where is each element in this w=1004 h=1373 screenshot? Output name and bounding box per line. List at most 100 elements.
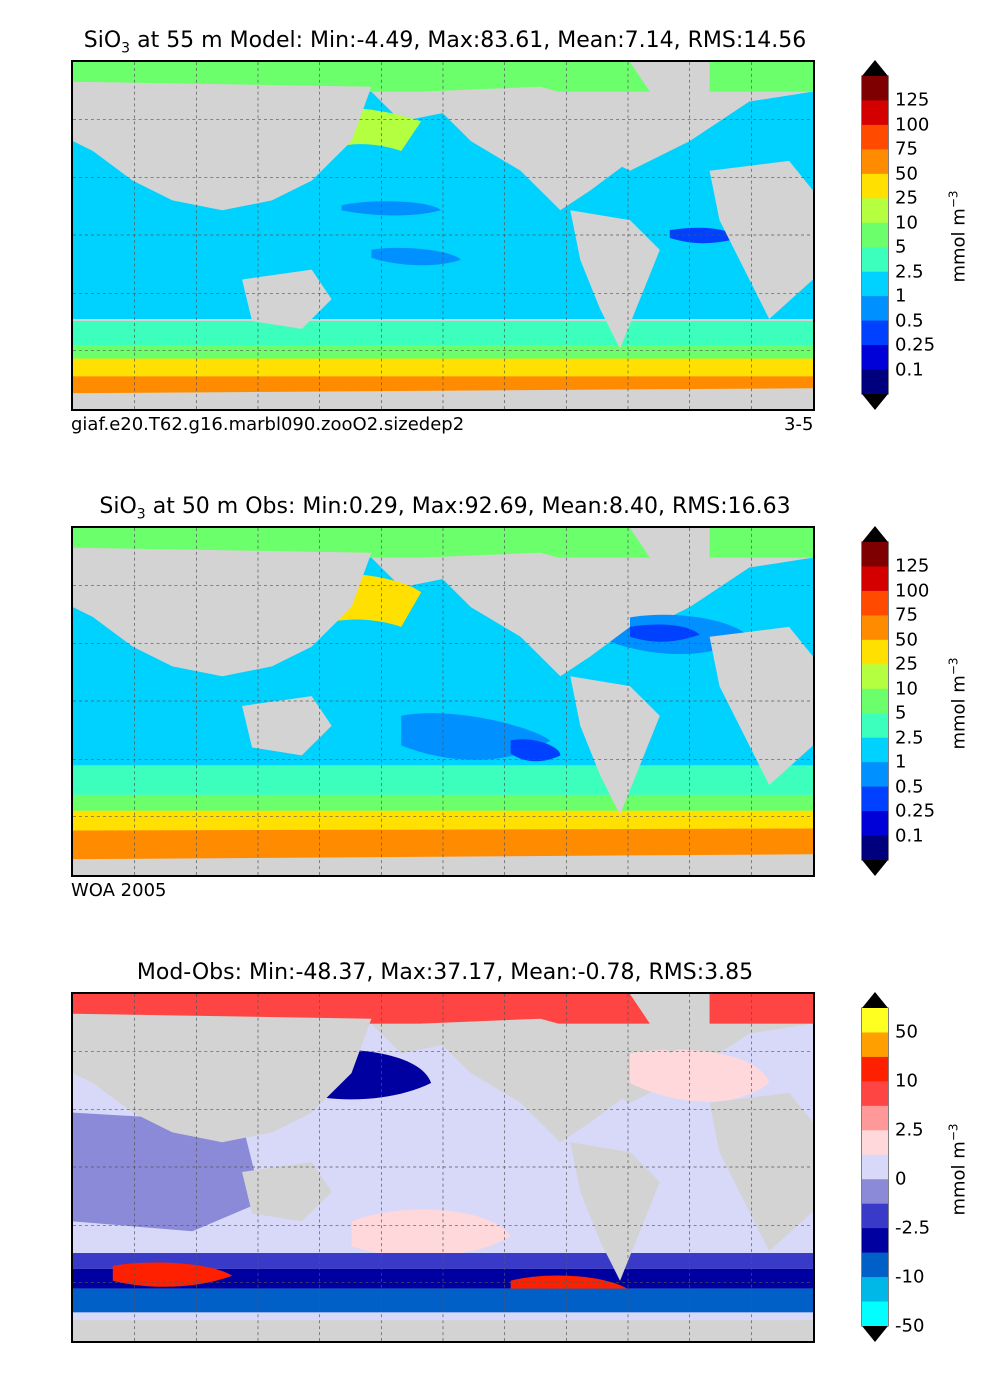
colorbar-diff [860, 990, 890, 1344]
colorbar-swatch [862, 590, 888, 616]
colorbar-model-unit: mmol m−3 [946, 190, 970, 283]
colorbar-obs-swatches [862, 542, 888, 861]
colorbar-swatch [862, 786, 888, 812]
colorbar-swatch [862, 811, 888, 837]
blue-minimum-2 [510, 739, 561, 762]
colorbar-diff-unit: mmol m−3 [946, 1123, 970, 1216]
australia [242, 1162, 332, 1222]
colorbar-tick-label: 1 [895, 285, 907, 307]
colorbar-swatch [862, 1277, 888, 1303]
colorbar-obs-svg [861, 526, 889, 876]
colorbar-tick-label: 5 [895, 236, 907, 258]
colorbar-swatch [862, 198, 888, 224]
colorbar-swatch [862, 271, 888, 297]
colorbar-tick-label: 10 [895, 1070, 918, 1092]
atlantic-positive [629, 1049, 770, 1102]
colorbar-tick-label: -2.5 [895, 1217, 931, 1239]
colorbar-tick-label: 75 [895, 604, 918, 626]
colorbar-swatch [862, 149, 888, 175]
colorbar-tick-label: 50 [895, 629, 918, 651]
panel-2-title: SiO3 at 50 m Obs: Min:0.29, Max:92.69, M… [99, 494, 791, 523]
colorbar-tick-label: 0 [895, 1168, 907, 1190]
eurasia [73, 81, 372, 211]
colorbar-swatch [862, 1105, 888, 1131]
southern-band-3 [73, 1288, 813, 1313]
colorbar-swatch [862, 124, 888, 150]
colorbar-model [860, 58, 890, 412]
colorbar-swatch [862, 688, 888, 714]
colorbar-tick-label: 0.5 [895, 776, 924, 798]
colorbar-swatch [862, 320, 888, 346]
australia [242, 696, 332, 756]
colorbar-swatch [862, 664, 888, 690]
colorbar-swatch [862, 1008, 888, 1033]
colorbar-tick-label: 2.5 [895, 727, 924, 749]
colorbar-swatch [862, 173, 888, 199]
colorbar-swatch [862, 762, 888, 788]
obs-silicate-map [71, 526, 815, 877]
blue-minimum-2 [371, 247, 461, 266]
colorbar-tick-label: 0.5 [895, 310, 924, 332]
africa [709, 1092, 813, 1252]
greenland [629, 994, 710, 1054]
colorbar-model-swatches [862, 76, 888, 395]
colorbar-tick-label: 75 [895, 138, 918, 160]
colorbar-tick-label: 125 [895, 89, 930, 111]
panel-3-title: Mod-Obs: Min:-48.37, Max:37.17, Mean:-0.… [136, 960, 754, 985]
colorbar-tick-label: 100 [895, 580, 930, 602]
southern-band-2 [73, 794, 813, 815]
colorbar-tick-label: 1 [895, 751, 907, 773]
colorbar-tick-label: 25 [895, 187, 918, 209]
africa [709, 626, 813, 786]
north-america [421, 1018, 630, 1143]
colorbar-swatch [862, 296, 888, 322]
colorbar-tick-label: 5 [895, 702, 907, 724]
australia [242, 269, 332, 329]
colorbar-swatch [862, 76, 888, 101]
colorbar-diff-svg [861, 992, 889, 1342]
model-years-label: 3-5 [784, 414, 814, 435]
south-america [570, 676, 660, 815]
southern-positive-1 [112, 1262, 233, 1287]
colorbar-tick-label: 50 [895, 163, 918, 185]
colorbar-tick-label: -50 [895, 1315, 925, 1337]
colorbar-tick-label: 0.25 [895, 334, 936, 356]
colorbar-tick-label: 0.1 [895, 359, 924, 381]
southern-band-3 [73, 358, 813, 381]
colorbar-swatch [862, 1154, 888, 1180]
eurasia [73, 547, 372, 677]
colorbar-swatch [862, 737, 888, 763]
antarctica [73, 1320, 813, 1341]
colorbar-obs [860, 524, 890, 878]
colorbar-obs-unit: mmol m−3 [946, 657, 970, 750]
colorbar-tick-label: 125 [895, 555, 930, 577]
colorbar-model-svg [861, 60, 889, 410]
north-america [421, 86, 630, 211]
colorbar-swatch [862, 1179, 888, 1205]
colorbar-swatch [862, 1301, 888, 1327]
colorbar-swatch [862, 247, 888, 273]
colorbar-tick-label: 10 [895, 678, 918, 700]
colorbar-tick-label: 0.1 [895, 825, 924, 847]
antarctica [73, 854, 813, 875]
africa [709, 160, 813, 320]
north-america [421, 552, 630, 677]
blue-minimum-3 [669, 227, 740, 244]
colorbar-tick-label: 50 [895, 1021, 918, 1043]
model-run-label: giaf.e20.T62.g16.marbl090.zooO2.sizedep2 [71, 414, 465, 435]
colorbar-swatch [862, 1252, 888, 1278]
south-america [570, 210, 660, 349]
colorbar-tick-label: 2.5 [895, 1119, 924, 1141]
difference-map [71, 992, 815, 1343]
colorbar-swatch [862, 566, 888, 592]
south-pacific-positive [351, 1209, 511, 1257]
colorbar-swatch [862, 1203, 888, 1229]
colorbar-swatch [862, 835, 888, 861]
colorbar-swatch [862, 345, 888, 371]
blue-minimum-1 [341, 201, 442, 216]
colorbar-swatch [862, 1130, 888, 1156]
colorbar-swatch [862, 1032, 888, 1058]
colorbar-swatch [862, 542, 888, 567]
obs-source-label: WOA 2005 [71, 880, 167, 901]
indian-ocean-negative [73, 1112, 262, 1232]
